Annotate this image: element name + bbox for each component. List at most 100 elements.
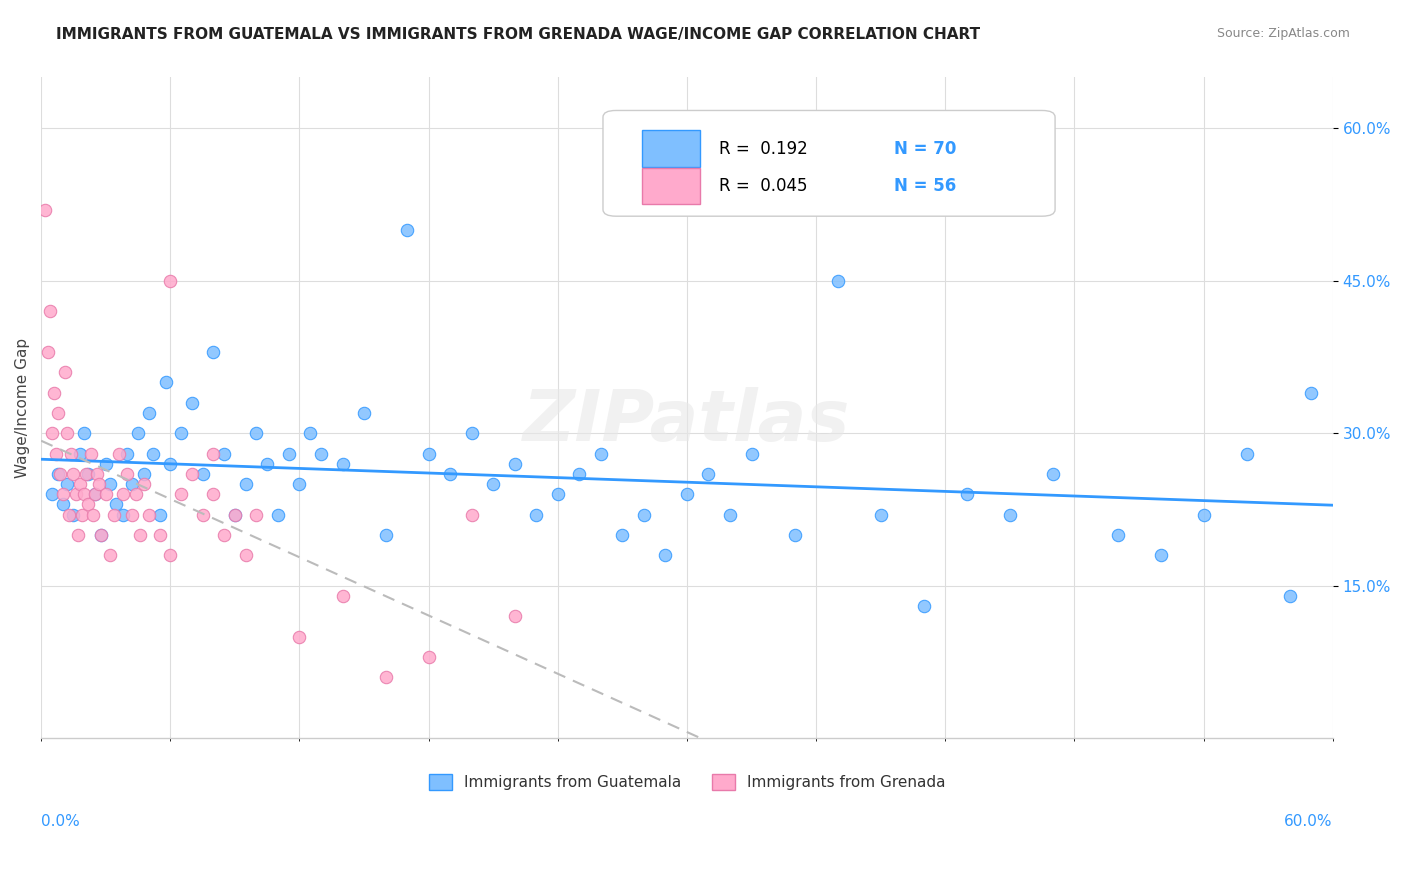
Point bbox=[115, 467, 138, 481]
Point bbox=[121, 508, 143, 522]
Point bbox=[418, 446, 440, 460]
Point bbox=[58, 508, 80, 522]
Point bbox=[256, 457, 278, 471]
Text: R =  0.192: R = 0.192 bbox=[720, 140, 808, 158]
Point bbox=[56, 477, 79, 491]
Point bbox=[827, 274, 849, 288]
Point bbox=[62, 467, 84, 481]
Point bbox=[718, 508, 741, 522]
Point bbox=[235, 477, 257, 491]
Point bbox=[65, 487, 87, 501]
Point bbox=[73, 487, 96, 501]
Text: N = 70: N = 70 bbox=[894, 140, 956, 158]
Y-axis label: Wage/Income Gap: Wage/Income Gap bbox=[15, 338, 30, 478]
Point bbox=[77, 497, 100, 511]
Point bbox=[138, 406, 160, 420]
Point bbox=[37, 344, 59, 359]
Point bbox=[94, 457, 117, 471]
Point bbox=[52, 487, 75, 501]
Point bbox=[90, 528, 112, 542]
Point bbox=[612, 528, 634, 542]
Text: Source: ZipAtlas.com: Source: ZipAtlas.com bbox=[1216, 27, 1350, 40]
FancyBboxPatch shape bbox=[641, 168, 700, 204]
Point bbox=[212, 528, 235, 542]
Point bbox=[42, 385, 65, 400]
Point bbox=[568, 467, 591, 481]
Point bbox=[84, 487, 107, 501]
Point bbox=[180, 467, 202, 481]
Point bbox=[41, 487, 63, 501]
Point bbox=[1236, 446, 1258, 460]
Point bbox=[129, 528, 152, 542]
Point bbox=[159, 548, 181, 562]
Point bbox=[89, 477, 111, 491]
Point bbox=[299, 426, 322, 441]
Point bbox=[309, 446, 332, 460]
Point bbox=[288, 477, 311, 491]
Point bbox=[332, 457, 354, 471]
Point bbox=[138, 508, 160, 522]
Point bbox=[224, 508, 246, 522]
Point bbox=[170, 487, 193, 501]
Point bbox=[212, 446, 235, 460]
Point bbox=[73, 426, 96, 441]
Point bbox=[676, 487, 699, 501]
Point bbox=[235, 548, 257, 562]
Point bbox=[90, 528, 112, 542]
Point bbox=[159, 457, 181, 471]
Point bbox=[547, 487, 569, 501]
Point bbox=[783, 528, 806, 542]
Point bbox=[439, 467, 461, 481]
Point bbox=[353, 406, 375, 420]
Text: 0.0%: 0.0% bbox=[41, 814, 80, 830]
Text: N = 56: N = 56 bbox=[894, 178, 956, 195]
Point bbox=[418, 649, 440, 664]
Point bbox=[49, 467, 72, 481]
FancyBboxPatch shape bbox=[603, 111, 1054, 216]
Point bbox=[1301, 385, 1323, 400]
Point bbox=[86, 467, 108, 481]
Point bbox=[121, 477, 143, 491]
Point bbox=[869, 508, 891, 522]
Point bbox=[524, 508, 547, 522]
Point bbox=[125, 487, 148, 501]
Point bbox=[103, 508, 125, 522]
Point bbox=[202, 446, 225, 460]
Point bbox=[741, 446, 763, 460]
FancyBboxPatch shape bbox=[641, 130, 700, 167]
Point bbox=[46, 406, 69, 420]
Point bbox=[84, 487, 107, 501]
Point bbox=[155, 376, 177, 390]
Point bbox=[79, 446, 101, 460]
Text: R =  0.045: R = 0.045 bbox=[720, 178, 807, 195]
Point bbox=[956, 487, 979, 501]
Point bbox=[245, 508, 267, 522]
Point bbox=[1278, 589, 1301, 603]
Point bbox=[38, 304, 60, 318]
Point bbox=[1149, 548, 1171, 562]
Point bbox=[202, 487, 225, 501]
Point bbox=[134, 467, 156, 481]
Point bbox=[66, 528, 89, 542]
Point bbox=[697, 467, 720, 481]
Point bbox=[70, 508, 93, 522]
Point bbox=[1107, 528, 1129, 542]
Point bbox=[654, 548, 676, 562]
Legend: Immigrants from Guatemala, Immigrants from Grenada: Immigrants from Guatemala, Immigrants fr… bbox=[423, 768, 952, 797]
Point bbox=[503, 609, 526, 624]
Point bbox=[56, 426, 79, 441]
Point bbox=[94, 487, 117, 501]
Point bbox=[998, 508, 1021, 522]
Point bbox=[45, 446, 67, 460]
Point bbox=[148, 508, 170, 522]
Point bbox=[148, 528, 170, 542]
Point bbox=[34, 202, 56, 217]
Point bbox=[912, 599, 935, 613]
Point bbox=[111, 508, 134, 522]
Point bbox=[52, 497, 75, 511]
Point bbox=[332, 589, 354, 603]
Point bbox=[69, 477, 91, 491]
Point bbox=[191, 508, 214, 522]
Point bbox=[62, 508, 84, 522]
Point bbox=[460, 426, 482, 441]
